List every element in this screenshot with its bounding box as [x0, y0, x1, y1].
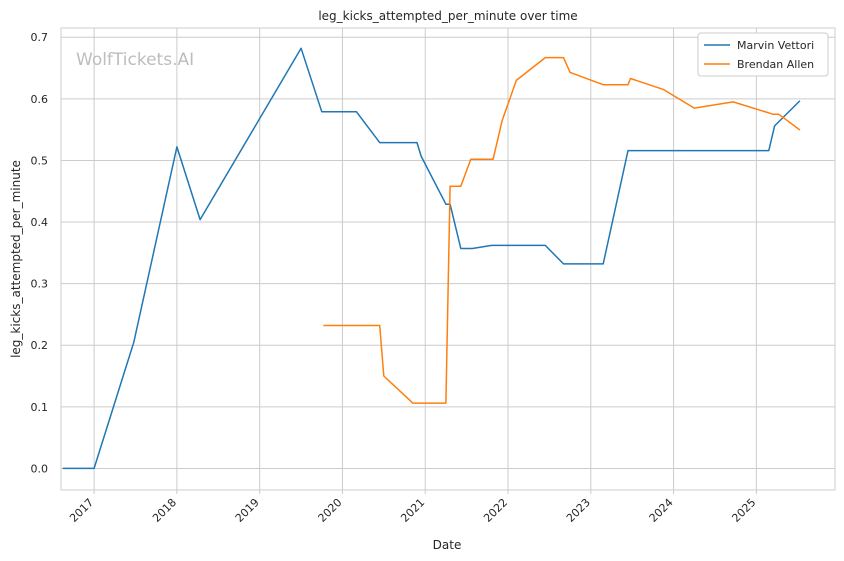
watermark-text: WolfTickets.AI: [76, 50, 194, 70]
y-axis-label: leg_kicks_attempted_per_minute: [9, 160, 23, 358]
y-tick-label: 0.5: [31, 154, 49, 167]
y-tick-label: 0.1: [31, 401, 49, 414]
series-line-marvin-vettori: [62, 47, 801, 470]
y-tick-label: 0.0: [31, 462, 49, 475]
y-tick-label: 0.3: [31, 278, 49, 291]
legend-entry: Brendan Allen: [737, 58, 814, 71]
legend: Marvin Vettori Brendan Allen: [697, 32, 829, 77]
chart-title: leg_kicks_attempted_per_minute over time: [318, 9, 577, 23]
series-line-brendan-allen: [323, 56, 801, 404]
x-axis-label: Date: [433, 538, 462, 552]
y-tick-label: 0.6: [31, 93, 49, 106]
series-lines: [62, 47, 801, 470]
legend-box: [697, 32, 829, 77]
y-tick-label: 0.2: [31, 339, 49, 352]
plot-frame: [60, 27, 836, 491]
legend-entry: Marvin Vettori: [737, 39, 814, 52]
y-tick-label: 0.4: [31, 216, 49, 229]
y-tick-label: 0.7: [31, 31, 49, 44]
